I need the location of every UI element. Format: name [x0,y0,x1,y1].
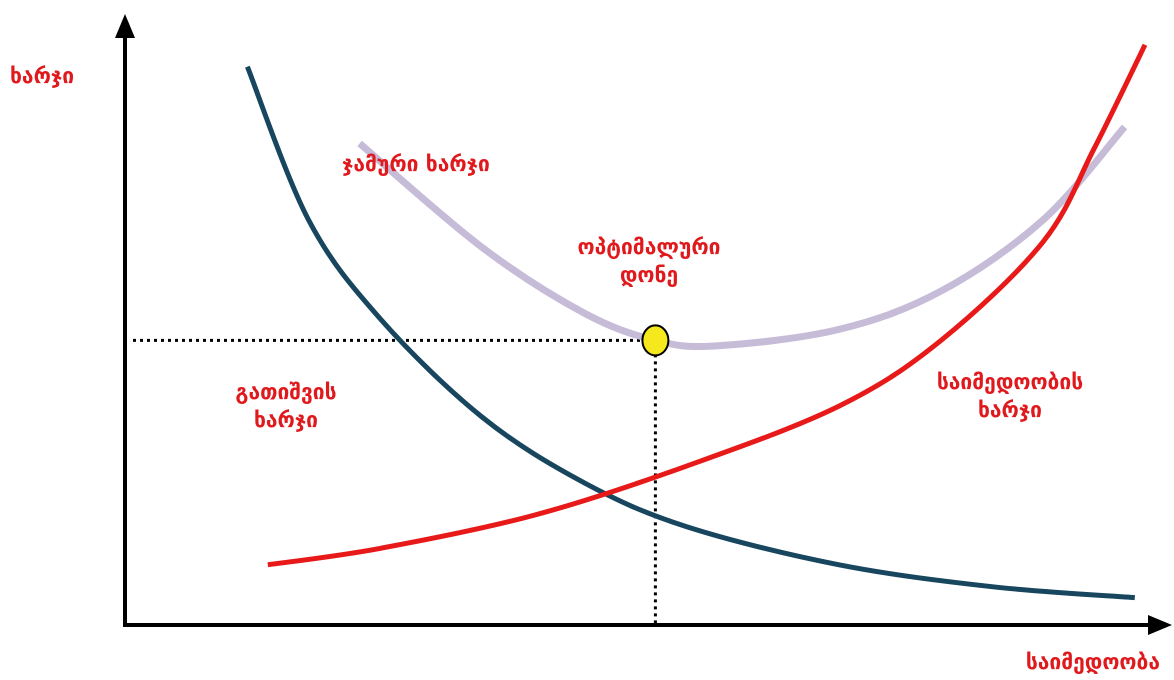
marker-layer [641,324,670,357]
total-cost-curve [357,124,1128,351]
reliability-cost-curve [267,43,1148,568]
x-axis-label: საიმედოობა [1025,650,1160,674]
axes [115,14,1172,635]
y-axis-arrow-icon [115,14,135,38]
outage-cost-label: გათიშვის ხარჯი [235,378,336,435]
outage-label-line2: ხარჯი [253,408,319,433]
optimal-level-label: ოპტიმალური დონე [578,233,721,290]
reliability-cost-label: საიმედოობის ხარჯი [937,368,1083,425]
optimal-label-line2: დონე [619,263,679,288]
optimum-guides [133,338,657,625]
outage-label-line1: გათიშვის [235,380,337,404]
y-axis-label: ხარჯი [10,64,75,88]
optimum-point [641,324,670,357]
x-axis-arrow-icon [1148,615,1172,635]
optimal-label-line1: ოპტიმალური [577,235,721,259]
reliability-label-line1: საიმედოობის [936,370,1084,394]
total-cost-label: ჯამური ხარჯი [342,152,490,176]
reliability-label-line2: ხარჯი [977,398,1043,423]
outage-cost-curve [245,65,1135,601]
series-layer [245,43,1148,601]
